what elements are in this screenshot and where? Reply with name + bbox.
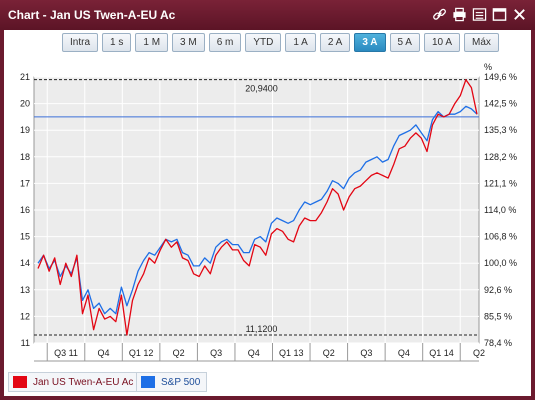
price-chart[interactable]: 21 149,6 % 20 142,5 % 19 135,3 % 18 128,2 % 17 12… [4, 30, 531, 368]
period-button[interactable]: 2 A [319, 33, 351, 52]
y-tick-label: 12 [20, 311, 30, 321]
print-icon[interactable] [452, 7, 467, 22]
x-tick-label: Q1 12 [129, 348, 154, 358]
list-icon[interactable] [472, 7, 487, 22]
series-line-sp500 [37, 105, 478, 315]
y-tick-label: 21 [20, 72, 30, 82]
period-button[interactable]: 3 A [354, 33, 386, 52]
y-tick-label: 17 [20, 178, 30, 188]
y-right-tick-label: 78,4 % [484, 338, 512, 348]
window-title: Chart - Jan US Twen-A-EU Ac [8, 8, 176, 22]
x-tick-label: Q2 [473, 348, 485, 358]
y-tick-label: 18 [20, 152, 30, 162]
maximize-icon[interactable] [492, 7, 507, 22]
series-line-fund [37, 79, 478, 336]
period-button[interactable]: 5 A [389, 33, 420, 52]
legend-swatch-fund [13, 376, 27, 388]
x-tick-label: Q4 [98, 348, 110, 358]
x-tick-label: Q1 14 [429, 348, 454, 358]
x-tick-label: Q3 [360, 348, 372, 358]
period-button[interactable]: 10 A [423, 33, 461, 52]
y-tick-label: 11 [21, 338, 30, 348]
min-value-label: 11,1200 [246, 324, 278, 334]
period-button[interactable]: 1 M [135, 33, 169, 52]
period-button[interactable]: YTD [245, 33, 282, 52]
y-right-tick-label: 100,0 % [484, 258, 517, 268]
period-button[interactable]: Intra [62, 33, 99, 52]
close-icon[interactable] [512, 7, 527, 22]
legend-swatch-sp500 [141, 376, 155, 388]
y-tick-label: 16 [20, 205, 30, 215]
y-right-tick-label: 142,5 % [484, 99, 517, 109]
y-right-tick-label: 92,6 % [484, 285, 512, 295]
period-button[interactable]: 1 A [285, 33, 316, 52]
y-tick-label: 14 [20, 258, 30, 268]
legend-label-sp500: S&P 500 [161, 376, 201, 388]
y-right-unit: % [484, 62, 492, 72]
x-tick-label: Q3 [210, 348, 222, 358]
period-button[interactable]: 1 s [102, 33, 132, 52]
y-tick-label: 20 [20, 99, 30, 109]
y-tick-label: 15 [20, 232, 30, 242]
y-right-tick-label: 106,8 % [484, 232, 517, 242]
y-right-tick-label: 85,5 % [484, 311, 512, 321]
x-tick-label: Q3 11 [54, 348, 78, 358]
max-value-label: 20,9400 [245, 84, 278, 94]
legend-item-fund[interactable]: Jan US Twen-A-EU Ac [8, 372, 141, 392]
x-tick-label: Q2 [173, 348, 185, 358]
y-tick-label: 19 [20, 125, 30, 135]
period-button[interactable]: 6 m [208, 33, 242, 52]
period-button[interactable]: 3 M [172, 33, 205, 52]
y-tick-label: 13 [20, 285, 30, 295]
y-right-tick-label: 128,2 % [484, 152, 517, 162]
period-button[interactable]: Máx [464, 33, 499, 52]
x-tick-label: Q4 [398, 348, 410, 358]
title-bar: Chart - Jan US Twen-A-EU Ac [0, 0, 535, 30]
title-bar-icons [432, 7, 527, 22]
x-tick-label: Q1 13 [279, 348, 304, 358]
x-tick-label: Q4 [248, 348, 260, 358]
x-tick-label: Q2 [323, 348, 335, 358]
link-icon[interactable] [432, 7, 447, 22]
y-right-tick-label: 149,6 % [484, 72, 517, 82]
legend-item-sp500[interactable]: S&P 500 [136, 372, 208, 392]
y-right-tick-label: 114,0 % [484, 205, 516, 215]
y-right-tick-label: 135,3 % [484, 125, 517, 135]
y-right-tick-label: 121,1 % [484, 178, 517, 188]
legend-label-fund: Jan US Twen-A-EU Ac [33, 376, 134, 388]
